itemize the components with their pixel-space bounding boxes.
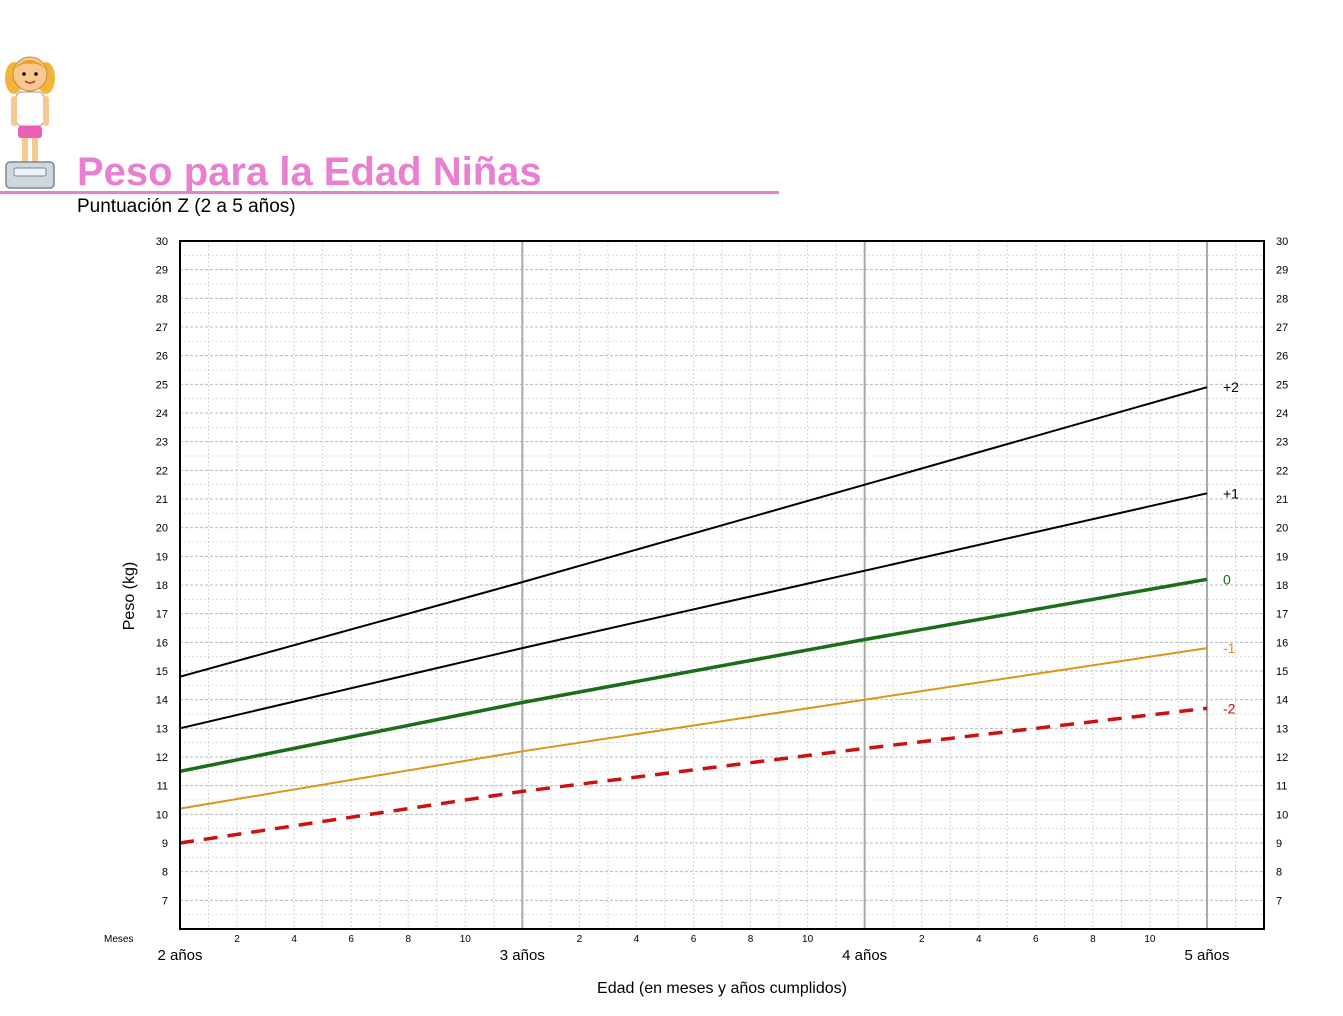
y-tick-label: 23 xyxy=(156,437,168,449)
x-month-tick: 10 xyxy=(802,934,814,945)
y-tick-label-right: 27 xyxy=(1276,322,1288,334)
y-axis-label: Peso (kg) xyxy=(121,562,138,630)
x-month-tick: 6 xyxy=(691,934,697,945)
series-line xyxy=(179,492,1208,730)
y-tick-label: 8 xyxy=(162,867,168,879)
title-underline xyxy=(0,191,779,194)
y-tick-label: 24 xyxy=(156,408,168,420)
page-title: Peso para la Edad Niñas xyxy=(77,150,542,194)
y-tick-label: 29 xyxy=(156,265,168,277)
y-tick-label-right: 29 xyxy=(1276,265,1288,277)
x-month-tick: 6 xyxy=(1033,934,1039,945)
y-axis-right: 7 8 9 10 11 12 13 14 15 16 17 18 19 20 21 22 23 24 25 26 27 2… xyxy=(1276,236,1288,907)
y-tick-label-right: 17 xyxy=(1276,609,1288,621)
y-tick-label-right: 22 xyxy=(1276,465,1288,477)
x-month-tick: 2 xyxy=(234,934,240,945)
y-tick-label: 13 xyxy=(156,723,168,735)
grid xyxy=(179,240,1264,930)
y-tick-label-right: 10 xyxy=(1276,809,1288,821)
y-tick-label: 22 xyxy=(156,465,168,477)
x-month-tick: 4 xyxy=(291,934,297,945)
y-tick-label: 27 xyxy=(156,322,168,334)
y-tick-label-right: 9 xyxy=(1276,838,1282,850)
y-tick-label: 14 xyxy=(156,695,168,707)
x-year-tick: 3 años xyxy=(500,947,545,964)
y-axis-left: 7 8 9 10 11 12 13 14 15 16 17 18 19 20 21 22 23 24 25 26 27 2… xyxy=(156,236,168,907)
y-tick-label-right: 18 xyxy=(1276,580,1288,592)
y-tick-label-right: 30 xyxy=(1276,236,1288,248)
x-month-tick: 2 xyxy=(919,934,925,945)
x-axis: Meses 2 4 6 8 10 2 4 6 8 10 2 4 6 8 10 2 años 3 años 4 año… xyxy=(104,934,1230,964)
series-label: 0 xyxy=(1223,571,1231,587)
y-tick-label: 20 xyxy=(156,523,168,535)
x-month-tick: 6 xyxy=(348,934,354,945)
x-year-tick: 5 años xyxy=(1184,947,1229,964)
y-tick-label: 16 xyxy=(156,637,168,649)
y-tick-label-right: 11 xyxy=(1276,781,1287,793)
y-tick-label: 19 xyxy=(156,551,168,563)
y-tick-label: 17 xyxy=(156,609,168,621)
y-tick-label: 28 xyxy=(156,293,168,305)
y-tick-label: 11 xyxy=(157,781,168,793)
series-label: -1 xyxy=(1223,640,1236,656)
x-year-tick: 2 años xyxy=(157,947,202,964)
y-tick-label: 25 xyxy=(156,379,168,391)
y-tick-label: 21 xyxy=(156,494,168,506)
y-tick-label-right: 7 xyxy=(1276,895,1282,907)
y-tick-label: 15 xyxy=(156,666,168,678)
y-tick-label-right: 8 xyxy=(1276,867,1282,879)
x-month-tick: 4 xyxy=(634,934,640,945)
series-line xyxy=(179,647,1208,810)
y-tick-label-right: 24 xyxy=(1276,408,1288,420)
x-month-tick: 4 xyxy=(976,934,982,945)
series-label: +1 xyxy=(1223,485,1239,501)
y-tick-label: 26 xyxy=(156,351,168,363)
x-month-tick: 8 xyxy=(405,934,411,945)
y-tick-label-right: 20 xyxy=(1276,523,1288,535)
y-tick-label-right: 23 xyxy=(1276,437,1288,449)
plot-frame xyxy=(179,240,1265,930)
series-line xyxy=(179,386,1208,678)
x-month-tick: 10 xyxy=(460,934,472,945)
x-month-tick: 2 xyxy=(577,934,583,945)
girl-on-scale-icon xyxy=(5,56,55,189)
y-tick-label: 7 xyxy=(162,895,168,907)
series-line xyxy=(179,577,1208,774)
y-tick-label-right: 21 xyxy=(1276,494,1288,506)
y-tick-label-right: 14 xyxy=(1276,695,1288,707)
y-tick-label: 30 xyxy=(156,236,168,248)
series-label: -2 xyxy=(1223,700,1236,716)
series-label: +2 xyxy=(1223,379,1239,395)
x-month-tick: 8 xyxy=(748,934,754,945)
series-line xyxy=(179,706,1208,845)
x-axis-label: Edad (en meses y años cumplidos) xyxy=(597,980,847,997)
y-tick-label: 10 xyxy=(156,809,168,821)
y-tick-label-right: 16 xyxy=(1276,637,1288,649)
y-tick-label-right: 19 xyxy=(1276,551,1288,563)
series-lines xyxy=(179,386,1208,845)
series-labels: +2 +1 0 -1 -2 xyxy=(1223,379,1239,716)
x-month-tick: 8 xyxy=(1090,934,1096,945)
y-tick-label-right: 13 xyxy=(1276,723,1288,735)
y-tick-label: 18 xyxy=(156,580,168,592)
y-tick-label-right: 25 xyxy=(1276,379,1288,391)
y-tick-label-right: 28 xyxy=(1276,293,1288,305)
y-tick-label: 12 xyxy=(156,752,168,764)
page-subtitle: Puntuación Z (2 a 5 años) xyxy=(77,196,296,217)
x-year-tick: 4 años xyxy=(842,947,887,964)
x-month-tick: 10 xyxy=(1144,934,1156,945)
months-label: Meses xyxy=(104,934,133,945)
y-tick-label-right: 15 xyxy=(1276,666,1288,678)
y-tick-label: 9 xyxy=(162,838,168,850)
y-tick-label-right: 26 xyxy=(1276,351,1288,363)
y-tick-label-right: 12 xyxy=(1276,752,1288,764)
